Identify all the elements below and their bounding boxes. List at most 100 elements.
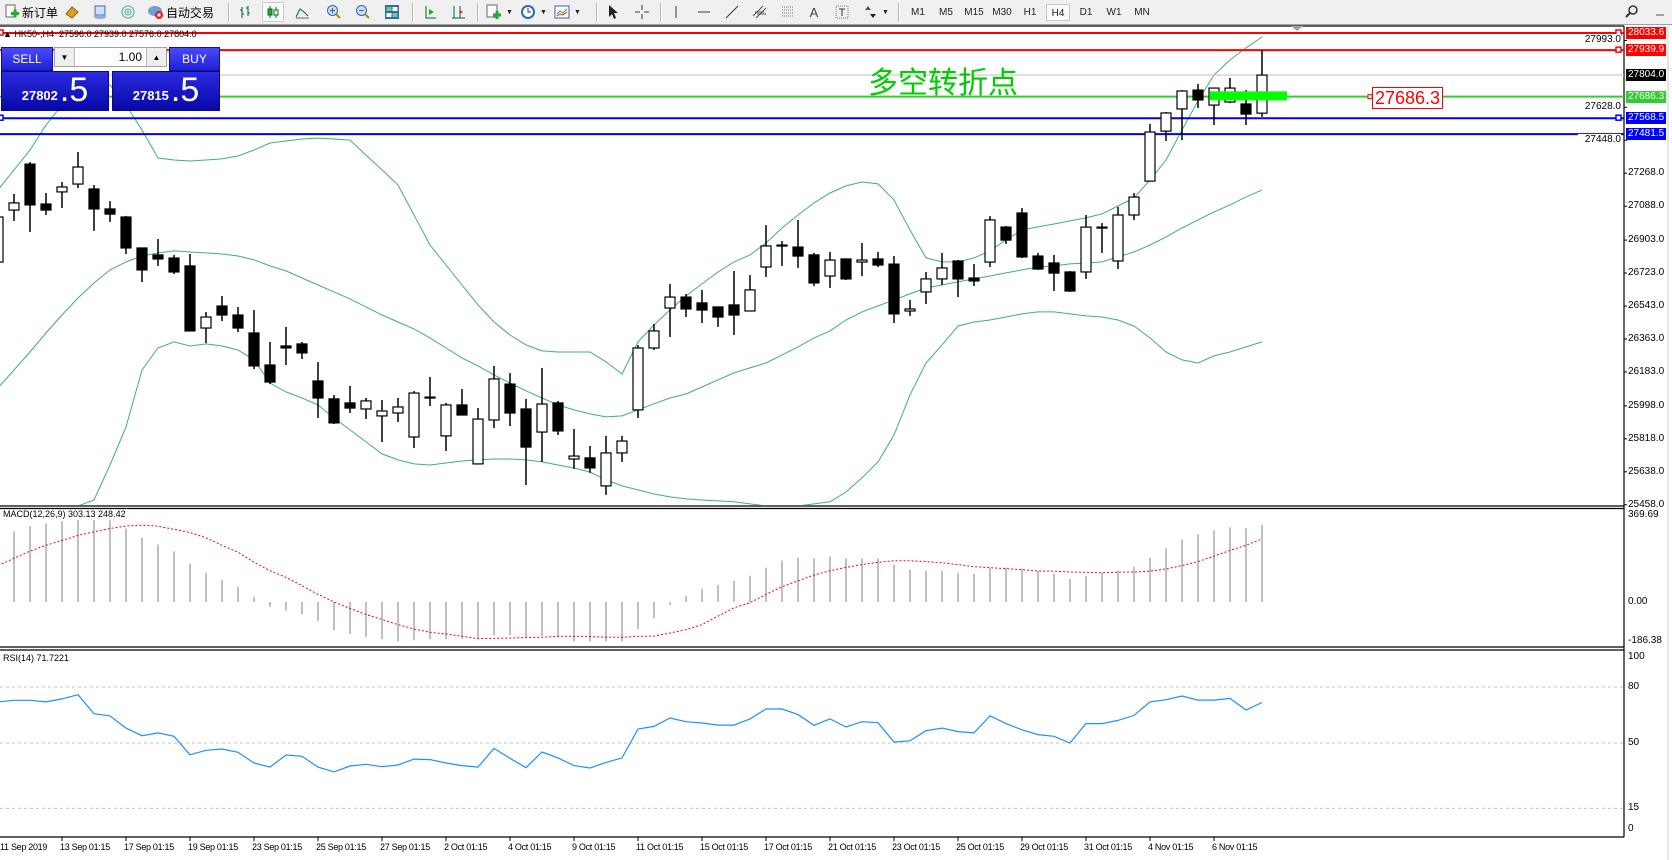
price-tick-label: 25818.0 — [1628, 432, 1665, 444]
horizontal-line-button[interactable] — [694, 2, 714, 22]
new-chart-button[interactable]: ▼ — [484, 2, 513, 22]
periods-icon — [518, 2, 538, 22]
navigator-button[interactable] — [90, 2, 110, 22]
text-button[interactable]: A — [804, 2, 824, 22]
price-tick-label: 26183.0 — [1628, 365, 1665, 377]
bull-candle — [488, 378, 500, 421]
sell-price-button[interactable]: 27802 .5 — [1, 71, 109, 111]
signals-button[interactable] — [118, 2, 138, 22]
bear-candle — [328, 398, 340, 424]
bull-candle — [600, 452, 612, 487]
macd-panel — [0, 519, 1263, 642]
turning-point-annotation[interactable]: 多空转折点 — [868, 66, 1018, 101]
buy-button[interactable]: BUY — [169, 47, 220, 71]
bear-candle — [680, 296, 692, 310]
sell-button[interactable]: SELL — [1, 47, 53, 71]
search-button[interactable] — [1622, 2, 1642, 22]
increase-lot-button[interactable]: ▲ — [146, 48, 166, 66]
buy-price-button[interactable]: 27815 .5 — [112, 71, 220, 111]
candlestick-button[interactable] — [262, 2, 284, 22]
price-line-label: 27804.0 — [1626, 69, 1667, 82]
channel-icon — [750, 2, 770, 22]
bear-candle — [712, 306, 724, 318]
timeframe-w1[interactable]: W1 — [1106, 7, 1122, 18]
folder-icon — [62, 2, 82, 22]
decrease-lot-button[interactable]: ▼ — [55, 48, 75, 66]
price-tick-label: 27448.0 — [1578, 134, 1621, 147]
chart-ohlc: 27596.0 27939.0 27576.0 27804.0 — [58, 29, 197, 39]
bull-candle — [1080, 226, 1092, 273]
search-icon — [1622, 2, 1642, 22]
zoom-in-icon — [324, 2, 344, 22]
arrows-button[interactable]: ▼ — [860, 2, 889, 22]
bull-candle — [8, 202, 20, 211]
timeframe-d1[interactable]: D1 — [1079, 7, 1093, 18]
timeframe-m1[interactable]: M1 — [911, 7, 925, 18]
time-axis-label: 4 Nov 01:15 — [1148, 842, 1194, 852]
bear-candle — [456, 404, 468, 416]
zoom-out-icon — [353, 2, 373, 22]
bollinger-upper-band — [0, 36, 1263, 375]
lot-value[interactable]: 1.00 — [118, 50, 142, 64]
rsi-tick-label: 0 — [1628, 823, 1634, 834]
time-axis-label: 25 Oct 01:15 — [956, 842, 1004, 852]
price-tick-label: 27268.0 — [1628, 167, 1665, 179]
bear-candle — [520, 408, 532, 448]
price-label-object[interactable]: 27686.3 — [1372, 87, 1444, 109]
zoom-in-button[interactable] — [324, 2, 344, 22]
time-axis-label: 27 Sep 01:15 — [380, 842, 430, 852]
macd-tick-label: 0.00 — [1628, 596, 1648, 607]
macd-signal-line — [0, 524, 1263, 640]
cursor-button[interactable] — [603, 2, 623, 22]
timeframe-mn[interactable]: MN — [1134, 7, 1150, 18]
time-axis-label: 23 Sep 01:15 — [252, 842, 302, 852]
chevron-down-icon: ▼ — [882, 8, 889, 16]
time-axis-label: 21 Oct 01:15 — [828, 842, 876, 852]
auto-scroll-button[interactable] — [420, 2, 440, 22]
timeframe-h1[interactable]: H1 — [1023, 7, 1037, 18]
bear-candle — [728, 304, 740, 316]
line-chart-icon — [292, 2, 312, 22]
rsi-tick-label: 100 — [1628, 651, 1645, 662]
timeframe-m30[interactable]: M30 — [992, 7, 1012, 18]
price-tick-label: 27088.0 — [1628, 200, 1665, 212]
vertical-line-button[interactable] — [666, 2, 686, 22]
trendline-button[interactable] — [722, 2, 742, 22]
line-chart-button[interactable] — [292, 2, 312, 22]
bull-candle — [472, 418, 484, 465]
menu-button[interactable] — [1650, 2, 1670, 22]
tile-windows-button[interactable] — [382, 2, 402, 22]
crosshair-button[interactable] — [632, 2, 652, 22]
market-watch-button[interactable] — [62, 2, 82, 22]
templates-button[interactable]: ▼ — [552, 2, 581, 22]
zoom-out-button[interactable] — [353, 2, 373, 22]
collapse-triangle-icon[interactable]: ▲ — [3, 29, 12, 39]
bear-candle — [152, 254, 164, 260]
price-tick-label: 25458.0 — [1628, 498, 1665, 510]
lot-size-input[interactable]: ▼ 1.00 ▲ — [54, 47, 167, 67]
bear-candle — [264, 364, 276, 383]
timeframe-h4[interactable]: H4 — [1046, 4, 1070, 21]
sell-price-fraction: .5 — [59, 71, 89, 109]
time-axis-label: 2 Oct 01:15 — [444, 842, 488, 852]
bull-candle — [200, 316, 212, 329]
chevron-down-icon: ▼ — [506, 8, 513, 16]
bar-chart-button[interactable] — [236, 2, 256, 22]
text-label-button[interactable] — [832, 2, 852, 22]
new-order-button[interactable]: 新订单 — [2, 2, 58, 22]
text-label-icon — [832, 2, 852, 22]
periods-button[interactable]: ▼ — [518, 2, 547, 22]
bear-candle — [24, 163, 36, 206]
bear-candle — [1032, 255, 1044, 270]
bull-candle — [904, 308, 916, 312]
timeframe-m5[interactable]: M5 — [939, 7, 953, 18]
separator — [898, 3, 900, 22]
channel-button[interactable] — [750, 2, 770, 22]
timeframe-m15[interactable]: M15 — [964, 7, 984, 18]
chart-shift-icon — [448, 2, 468, 22]
fibonacci-button[interactable] — [778, 2, 798, 22]
chart-shift-button[interactable] — [448, 2, 468, 22]
navigator-icon — [90, 2, 110, 22]
auto-trading-button[interactable]: 自动交易 — [146, 2, 214, 22]
